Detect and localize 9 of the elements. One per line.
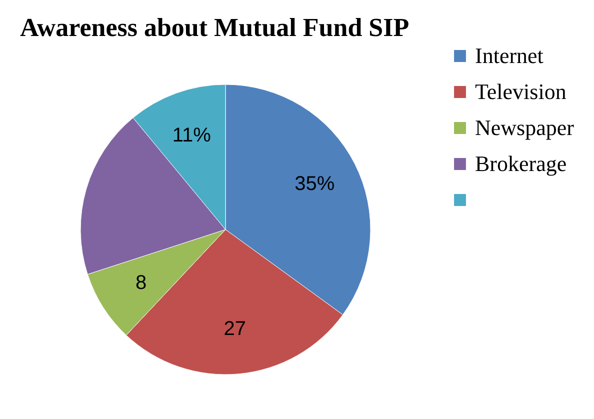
data-label: 8	[136, 272, 147, 294]
legend-label: Newspaper	[475, 115, 575, 140]
data-label: 27	[224, 318, 246, 340]
legend-label: Television	[475, 79, 566, 104]
legend-label: Internet	[475, 43, 544, 68]
data-label: 11%	[172, 124, 212, 146]
legend-label: Brokerage	[475, 151, 567, 176]
chart-title: Awareness about Mutual Fund SIP	[20, 13, 410, 42]
data-label: 35%	[294, 173, 335, 196]
